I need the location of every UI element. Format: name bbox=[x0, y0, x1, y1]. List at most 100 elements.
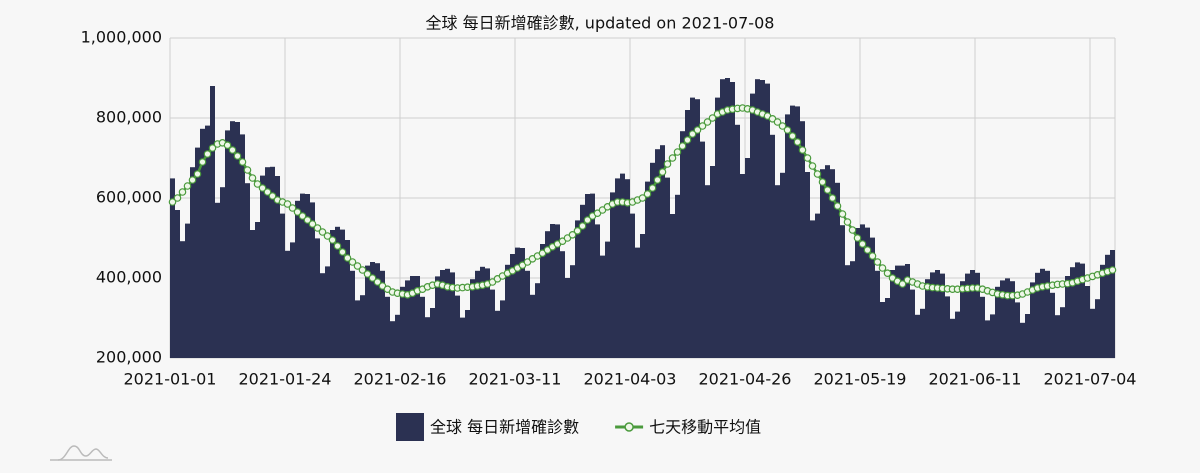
bar bbox=[565, 278, 570, 358]
bar bbox=[810, 220, 815, 358]
bar bbox=[185, 223, 190, 358]
line-point bbox=[288, 204, 297, 212]
line-point bbox=[203, 150, 212, 158]
bar bbox=[680, 131, 685, 358]
bar bbox=[320, 273, 325, 358]
bar bbox=[290, 242, 295, 358]
bar bbox=[825, 165, 830, 358]
line-point bbox=[193, 170, 202, 178]
bar bbox=[575, 220, 580, 358]
line-point bbox=[878, 264, 887, 272]
bar bbox=[655, 149, 660, 358]
bar bbox=[395, 314, 400, 358]
bar bbox=[250, 230, 255, 358]
x-tick-label: 2021-05-19 bbox=[814, 370, 907, 389]
line-point bbox=[568, 231, 577, 239]
line-point bbox=[343, 254, 352, 262]
legend: 全球 每日新增確診數 七天移動平均值 bbox=[396, 413, 761, 441]
y-tick-label: 800,000 bbox=[96, 108, 162, 127]
bar bbox=[425, 317, 430, 358]
bar bbox=[860, 224, 865, 358]
line-point bbox=[308, 220, 317, 228]
bar bbox=[920, 308, 925, 358]
line-point bbox=[358, 266, 367, 274]
bar bbox=[975, 272, 980, 358]
line-point bbox=[238, 158, 247, 166]
line-point bbox=[578, 222, 587, 230]
bar bbox=[510, 254, 515, 358]
bar bbox=[525, 270, 530, 358]
line-point bbox=[868, 252, 877, 260]
x-tick-label: 2021-06-11 bbox=[929, 370, 1022, 389]
bar bbox=[775, 185, 780, 358]
bar bbox=[945, 296, 950, 358]
bar bbox=[415, 276, 420, 358]
bar bbox=[235, 122, 240, 358]
bar bbox=[540, 244, 545, 358]
bar bbox=[230, 121, 235, 358]
bar bbox=[1090, 308, 1095, 358]
bar bbox=[495, 310, 500, 358]
bar bbox=[455, 295, 460, 358]
x-tick-label: 2021-07-04 bbox=[1044, 370, 1137, 389]
line-point bbox=[803, 154, 812, 162]
line-point bbox=[368, 274, 377, 282]
line-point bbox=[773, 118, 782, 126]
bar bbox=[310, 202, 315, 358]
bar bbox=[1105, 254, 1110, 358]
line-point bbox=[703, 118, 712, 126]
bar bbox=[1075, 262, 1080, 358]
bar bbox=[385, 296, 390, 358]
line-point bbox=[828, 194, 837, 202]
bar bbox=[560, 251, 565, 358]
line-point bbox=[263, 188, 272, 196]
bar bbox=[930, 272, 935, 358]
bar bbox=[965, 273, 970, 358]
bar bbox=[695, 99, 700, 358]
x-tick-label: 2021-04-26 bbox=[699, 370, 792, 389]
bar bbox=[1045, 270, 1050, 358]
line-series bbox=[168, 104, 1117, 300]
bar bbox=[480, 266, 485, 358]
line-point bbox=[298, 212, 307, 220]
line-point bbox=[303, 216, 312, 224]
bar bbox=[190, 167, 195, 358]
bar bbox=[875, 270, 880, 358]
line-point bbox=[248, 174, 257, 182]
bar bbox=[905, 264, 910, 358]
bar bbox=[360, 295, 365, 358]
bar bbox=[625, 179, 630, 358]
bar bbox=[770, 134, 775, 358]
bar bbox=[895, 265, 900, 358]
line-point bbox=[258, 184, 267, 192]
bar bbox=[590, 193, 595, 358]
line-point bbox=[678, 142, 687, 150]
line-point bbox=[798, 146, 807, 154]
bar bbox=[615, 178, 620, 358]
line-point bbox=[253, 180, 262, 188]
bar bbox=[410, 276, 415, 358]
bar bbox=[995, 286, 1000, 358]
bar bbox=[315, 238, 320, 358]
bar bbox=[530, 294, 535, 358]
bar bbox=[280, 213, 285, 358]
bar bbox=[650, 162, 655, 358]
line-point bbox=[573, 227, 582, 235]
bar bbox=[170, 178, 175, 358]
line-point bbox=[698, 122, 707, 130]
bar bbox=[1070, 267, 1075, 358]
bar bbox=[380, 270, 385, 358]
bar bbox=[205, 125, 210, 358]
bar bbox=[210, 86, 215, 358]
bar bbox=[635, 247, 640, 358]
line-point bbox=[313, 224, 322, 232]
bar bbox=[435, 276, 440, 358]
bar bbox=[670, 214, 675, 358]
line-point bbox=[783, 126, 792, 134]
line-point bbox=[268, 192, 277, 200]
legend-label: 七天移動平均值 bbox=[649, 418, 761, 437]
bar bbox=[420, 296, 425, 358]
bar bbox=[375, 263, 380, 358]
bar bbox=[960, 281, 965, 358]
line-point bbox=[283, 200, 292, 208]
